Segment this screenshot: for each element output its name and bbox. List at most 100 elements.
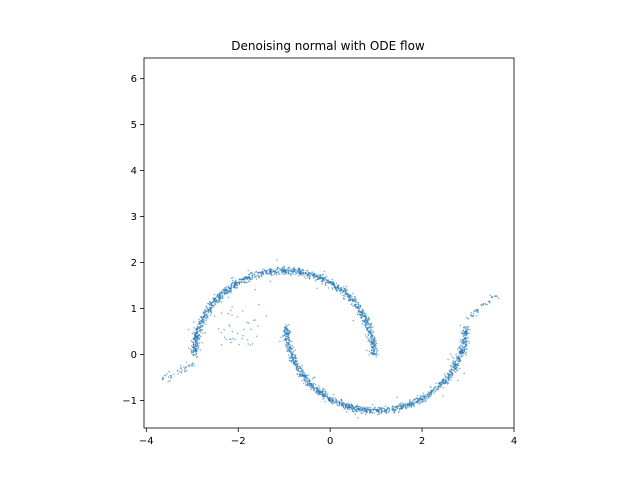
data-point <box>199 329 202 331</box>
data-point <box>346 293 348 295</box>
data-point <box>327 282 330 284</box>
data-point <box>312 387 314 389</box>
data-point <box>351 410 354 412</box>
data-point <box>242 334 244 337</box>
data-point <box>340 288 343 290</box>
data-point <box>286 328 288 331</box>
data-point <box>224 286 226 289</box>
data-point <box>211 301 214 303</box>
data-point <box>344 405 347 407</box>
data-point <box>369 412 371 414</box>
data-point <box>312 384 314 387</box>
data-point <box>434 390 436 393</box>
data-point <box>369 341 371 344</box>
data-point <box>283 269 286 271</box>
data-point <box>279 269 281 272</box>
data-point <box>289 357 292 359</box>
data-point <box>369 325 372 328</box>
data-point <box>396 407 399 410</box>
data-point <box>256 274 259 277</box>
data-point <box>216 295 219 297</box>
data-point <box>292 350 295 353</box>
data-point <box>368 406 370 409</box>
y-tick-label: 0 <box>131 350 137 361</box>
data-point <box>374 344 376 346</box>
data-point <box>368 326 370 329</box>
data-point <box>289 270 292 272</box>
data-point <box>269 269 272 271</box>
data-point <box>300 270 303 273</box>
data-point <box>405 407 408 410</box>
data-point <box>294 268 296 271</box>
data-point <box>446 382 449 385</box>
data-point <box>223 291 226 293</box>
data-point <box>349 294 352 296</box>
data-point <box>372 339 375 342</box>
data-point <box>367 316 370 319</box>
data-point <box>192 346 194 349</box>
data-point <box>261 272 263 275</box>
data-point <box>236 284 239 286</box>
data-point <box>262 272 265 275</box>
data-point <box>227 286 230 289</box>
data-point <box>247 343 249 345</box>
data-point <box>374 406 376 408</box>
data-point <box>282 335 284 337</box>
data-point <box>361 310 364 312</box>
data-point <box>422 400 424 403</box>
data-point <box>487 300 490 303</box>
data-point <box>458 358 460 361</box>
data-point <box>306 275 309 278</box>
data-point <box>201 325 204 327</box>
data-point <box>321 277 324 280</box>
data-point <box>301 380 303 382</box>
data-point <box>246 339 249 341</box>
data-point <box>450 371 453 373</box>
data-point <box>212 297 215 299</box>
data-point <box>430 389 433 391</box>
data-point <box>246 277 248 279</box>
data-point <box>343 408 346 410</box>
data-point <box>162 378 164 381</box>
data-point <box>207 302 209 305</box>
data-point <box>369 324 372 327</box>
data-point <box>200 315 203 318</box>
data-point <box>396 396 398 399</box>
data-point <box>359 305 362 307</box>
data-point <box>369 327 372 329</box>
data-point <box>362 406 365 408</box>
data-point <box>231 314 233 316</box>
data-point <box>254 271 256 274</box>
data-point <box>354 406 357 409</box>
data-point <box>276 268 279 271</box>
data-point <box>229 325 231 328</box>
data-point <box>376 409 378 411</box>
data-point <box>321 395 324 397</box>
data-point <box>183 366 185 368</box>
data-point <box>316 277 319 279</box>
data-point <box>457 364 460 367</box>
data-point <box>190 350 192 352</box>
data-point <box>356 404 359 406</box>
data-point <box>453 361 455 363</box>
data-point <box>185 361 188 363</box>
data-point <box>455 362 457 365</box>
data-point <box>455 371 457 374</box>
data-point <box>343 403 346 405</box>
data-point <box>405 403 407 406</box>
data-point <box>367 340 369 342</box>
data-point <box>317 386 319 389</box>
data-point <box>360 412 363 415</box>
data-point <box>192 321 195 323</box>
data-point <box>364 413 367 416</box>
data-point <box>454 364 457 367</box>
data-point <box>230 288 232 290</box>
data-point <box>334 397 337 399</box>
data-point <box>191 333 194 335</box>
data-point <box>201 317 204 320</box>
data-point <box>294 273 297 275</box>
data-point <box>466 325 469 328</box>
data-point <box>452 363 454 365</box>
data-point <box>248 273 251 276</box>
data-point <box>257 325 259 327</box>
